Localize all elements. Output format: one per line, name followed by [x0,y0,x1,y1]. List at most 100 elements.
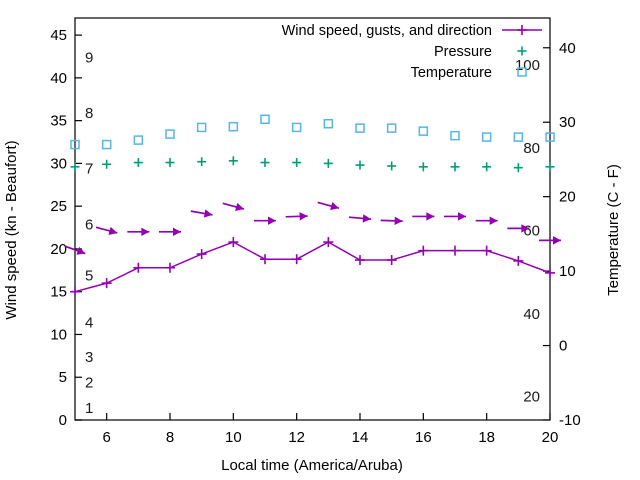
temperature-point [133,135,144,145]
gust-arrow [539,236,561,245]
plot-frame [74,17,551,421]
beaufort-label: 1 [85,400,93,417]
gust-arrow [159,227,181,237]
gust-arrow [507,224,530,233]
gust-arrow [475,216,498,225]
temperature-point [450,130,460,141]
gust-arrow [380,216,403,226]
temperature-point [101,139,112,150]
gust-arrow-head [108,226,118,235]
gust-arrow-head [521,224,530,233]
gust-arrow [127,227,150,237]
temperature-series [70,114,555,150]
x-tick-label: 14 [352,429,369,446]
beaufort-scale-labels: 1 2 3 4 5 6 7 8 9 [85,49,93,417]
gust-arrow-head [458,212,466,221]
right-tick-label: 10 [559,263,576,280]
beaufort-label: 2 [85,375,93,392]
gust-arrow-head [203,209,213,218]
x-tick-label: 6 [102,429,110,446]
gust-arrow-head [362,214,371,223]
legend-label: Wind speed, gusts, and direction [282,23,492,39]
x-axis-title: Local time (America/Aruba) [221,457,403,474]
gust-arrow-head [141,227,150,237]
gust-arrow [412,212,435,221]
gust-arrow-head [394,216,403,226]
y-axis-left-title: Wind speed (kn - Beaufort) [3,140,20,319]
gust-arrow-head [553,236,561,245]
x-tick-label: 12 [288,429,305,446]
legend-label: Temperature [411,65,492,81]
beaufort-label: 6 [85,216,93,233]
right-tick-label: 20 [559,189,576,206]
beaufort-label: 9 [85,49,93,66]
gust-arrow-head [268,216,276,225]
x-tick-label: 18 [478,429,495,446]
beaufort-label: 5 [85,268,93,285]
left-tick-label: 40 [50,70,67,87]
x-tick-label: 8 [166,429,174,446]
fahrenheit-label: 60 [523,222,540,239]
legend-label: Pressure [434,44,492,60]
fahrenheit-label: 80 [523,140,540,157]
temperature-point [291,122,302,133]
beaufort-label: 3 [85,349,93,366]
left-tick-label: 25 [50,198,67,215]
gust-arrow-head [489,216,498,225]
x-axis-ticks: 6 8 10 12 14 16 18 20 [75,413,558,446]
gust-arrow-head [330,202,339,211]
gust-arrow [222,202,245,212]
left-tick-label: 30 [50,155,67,172]
plot-border [74,17,551,421]
temperature-point [355,123,365,133]
right-tick-label: -10 [559,412,581,429]
x-tick-label: 20 [542,429,559,446]
gust-arrow [64,245,86,255]
left-tick-label: 20 [50,241,67,258]
wind-speed-line [74,241,551,293]
left-tick-label: 10 [50,326,67,343]
data-series-layer [64,114,561,297]
gust-arrow [254,216,276,225]
x-tick-label: 10 [225,429,242,446]
fahrenheit-scale-labels: 20 40 60 80 100 [515,57,540,405]
temperature-point [196,122,207,133]
beaufort-label: 4 [85,315,93,332]
gust-arrow-head [76,246,86,255]
gust-arrow-head [173,227,181,237]
temperature-point [513,132,524,142]
gust-arrow [444,212,466,221]
left-tick-label: 35 [50,113,67,130]
temperature-point [386,123,397,133]
gust-arrow [348,214,372,223]
y-axis-right-title: Temperature (C - F) [605,164,622,296]
right-axis-ticks: -10 0 10 20 30 40 [543,40,581,429]
right-tick-label: 30 [559,114,576,131]
left-tick-label: 15 [50,284,67,301]
wind-speed-series [70,237,555,297]
right-tick-label: 0 [559,338,567,355]
left-tick-label: 5 [59,369,67,386]
temperature-point [228,121,239,132]
gust-direction-series [64,201,561,255]
gust-arrow-head [426,212,435,221]
legend-marker [517,67,527,77]
right-tick-label: 40 [559,40,576,57]
left-tick-label: 45 [50,27,67,44]
temperature-point [165,129,175,139]
left-tick-label: 0 [59,412,67,429]
gust-arrow-head [235,202,244,212]
fahrenheit-label: 20 [523,388,540,405]
beaufort-label: 8 [85,105,93,122]
pressure-series [70,156,555,173]
gust-arrow [190,209,213,218]
left-axis-ticks: 0 5 10 15 20 25 30 35 40 45 [50,27,82,429]
temperature-point [323,118,334,129]
temperature-point [260,114,270,124]
gust-arrow [317,201,340,211]
temperature-point [481,132,492,142]
temperature-point [418,126,429,136]
temperature-point [545,132,555,142]
